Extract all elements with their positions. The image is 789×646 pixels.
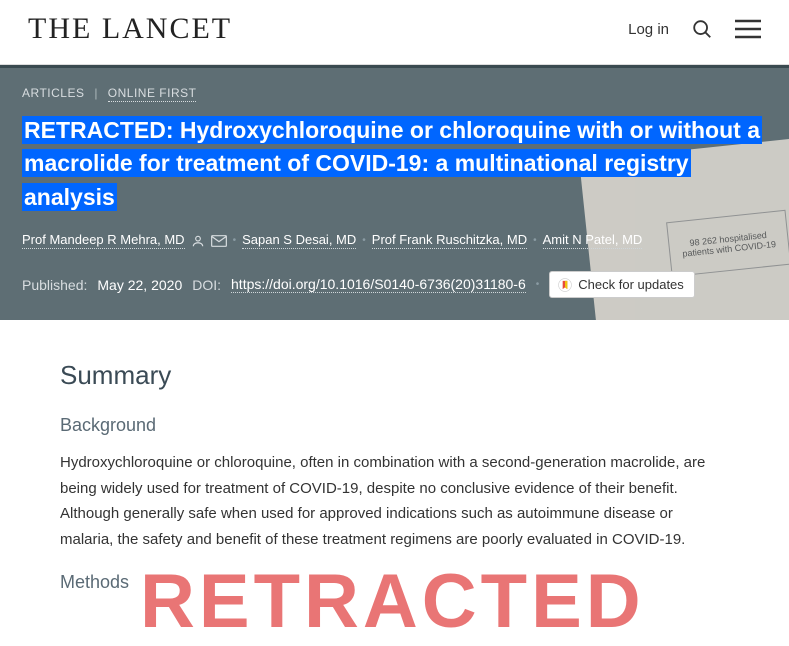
login-link[interactable]: Log in xyxy=(628,21,669,38)
article-content: Summary Background Hydroxychloroquine or… xyxy=(0,320,789,637)
published-label: Published: xyxy=(22,277,87,293)
author-separator: • xyxy=(362,235,366,246)
breadcrumb: ARTICLES | ONLINE FIRST xyxy=(22,86,767,100)
article-hero: 98 262 hospitalised patients with COVID-… xyxy=(0,65,789,320)
author-link[interactable]: Sapan S Desai, MD xyxy=(242,232,356,249)
bookmark-icon xyxy=(558,278,572,292)
breadcrumb-separator: | xyxy=(94,86,98,100)
check-updates-button[interactable]: Check for updates xyxy=(549,271,695,298)
publication-row: Published: May 22, 2020 DOI: https://doi… xyxy=(22,271,767,298)
summary-heading: Summary xyxy=(60,360,729,391)
author-list: Prof Mandeep R Mehra, MD • Sapan S Desai… xyxy=(22,232,767,249)
breadcrumb-section[interactable]: ARTICLES xyxy=(22,86,84,100)
background-paragraph: Hydroxychloroquine or chloroquine, often… xyxy=(60,450,729,552)
article-title: RETRACTED: Hydroxychloroquine or chloroq… xyxy=(22,114,767,214)
author-link[interactable]: Prof Frank Ruschitzka, MD xyxy=(372,232,527,249)
top-bar: THE LANCET Log in xyxy=(0,0,789,65)
author-separator: • xyxy=(233,235,237,246)
site-logo[interactable]: THE LANCET xyxy=(28,12,232,46)
check-updates-label: Check for updates xyxy=(578,277,684,292)
pub-separator: • xyxy=(536,279,540,290)
topbar-actions: Log in xyxy=(628,18,761,40)
article-title-text: RETRACTED: Hydroxychloroquine or chloroq… xyxy=(22,116,762,211)
background-heading: Background xyxy=(60,415,729,436)
doi-label: DOI: xyxy=(192,277,221,293)
search-icon[interactable] xyxy=(691,18,713,40)
person-icon[interactable] xyxy=(191,234,205,248)
published-date: May 22, 2020 xyxy=(97,277,182,293)
author-link[interactable]: Amit N Patel, MD xyxy=(543,232,643,249)
breadcrumb-sub[interactable]: ONLINE FIRST xyxy=(108,86,197,102)
hamburger-icon[interactable] xyxy=(735,19,761,39)
author-link[interactable]: Prof Mandeep R Mehra, MD xyxy=(22,232,185,249)
mail-icon[interactable] xyxy=(211,235,227,247)
methods-heading: Methods xyxy=(60,572,729,593)
doi-link[interactable]: https://doi.org/10.1016/S0140-6736(20)31… xyxy=(231,276,526,293)
author-separator: • xyxy=(533,235,537,246)
